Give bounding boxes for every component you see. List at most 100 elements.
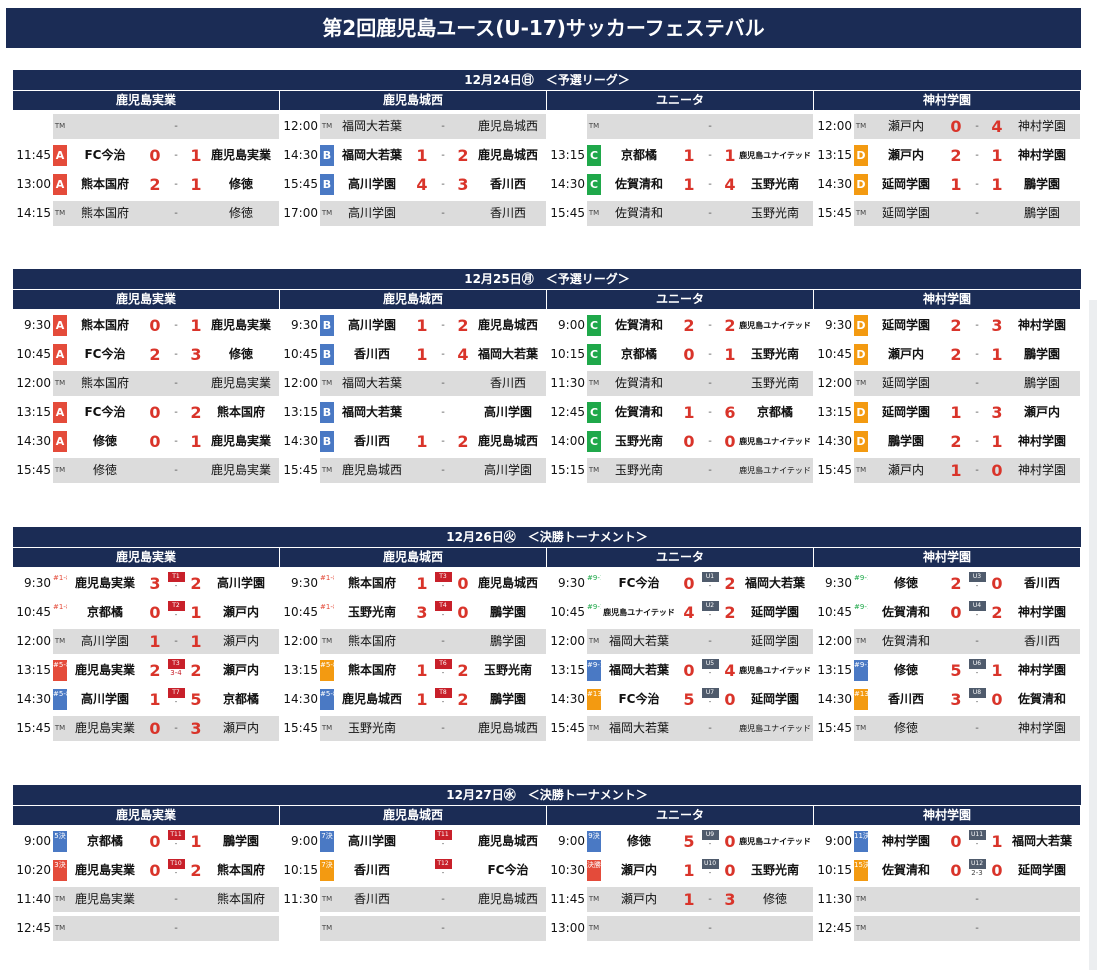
- match-row[interactable]: 13:15#9-12修徳51U6-神村学園: [814, 656, 1080, 685]
- match-row[interactable]: 14:30 D 鵬学園 2 1 - 神村学園: [814, 427, 1080, 456]
- match-row[interactable]: 10:45 B 香川西 1 4 - 福岡大若葉: [280, 340, 546, 369]
- match-row[interactable]: 10:45 A FC今治 2 3 - 修徳: [13, 340, 279, 369]
- pk-result: -: [174, 840, 178, 848]
- match-row[interactable]: 13:00 TM -: [547, 914, 813, 943]
- away-team: 熊本国府: [216, 863, 265, 877]
- match-row[interactable]: 12:00 TM 延岡学園 - 鵬学園: [814, 369, 1080, 398]
- match-row[interactable]: 12:45 TM -: [814, 914, 1080, 943]
- match-row[interactable]: 9:00 7決 高川学園 T11- 鹿児島城西: [280, 827, 546, 856]
- match-row[interactable]: 12:00 TM 福岡大若葉 - 鹿児島城西: [280, 112, 546, 141]
- away-team: 神村学園: [1017, 434, 1066, 448]
- match-row[interactable]: 15:45 TM 鹿児島実業 0 3 - 瀬戸内: [13, 714, 279, 743]
- round-badge: 9決: [587, 831, 601, 852]
- match-row[interactable]: 14:00 C 玉野光南 0 0 - 鹿児島ユナイテッド: [547, 427, 813, 456]
- match-row[interactable]: 13:00 A 熊本国府 2 1 - 修徳: [13, 170, 279, 199]
- match-row[interactable]: 12:45 TM -: [13, 914, 279, 943]
- home-team: 佐賀清和: [881, 605, 930, 619]
- match-row[interactable]: 13:15#5-8熊本国府12T6-玉野光南: [280, 656, 546, 685]
- match-row[interactable]: 9:30#1-8熊本国府10T3-鹿児島城西: [280, 569, 546, 598]
- match-row[interactable]: 11:40 TM 鹿児島実業 - 熊本国府: [13, 885, 279, 914]
- away-score: 4: [724, 661, 736, 680]
- match-time: 10:45: [283, 347, 318, 361]
- match-row[interactable]: 15:45 B 高川学園 4 3 - 香川西: [280, 170, 546, 199]
- match-row[interactable]: 13:15#9-12福岡大若葉04U5-鹿児島ユナイテッド: [547, 656, 813, 685]
- match-row[interactable]: 14:30#5-8鹿児島城西12T8-鵬学園: [280, 685, 546, 714]
- match-row[interactable]: 12:00 TM 熊本国府 - 鹿児島実業: [13, 369, 279, 398]
- match-row[interactable]: 14:30#13-16FC今治50U7-延岡学園: [547, 685, 813, 714]
- away-team: 延岡学園: [750, 692, 799, 706]
- group-badge: C: [587, 315, 601, 336]
- match-code-box: T11-: [432, 830, 454, 853]
- match-row[interactable]: 9:00 9決 修徳 5 0 U9- 鹿児島ユナイテッド: [547, 827, 813, 856]
- match-row[interactable]: 15:45 TM 玉野光南 - 鹿児島城西: [280, 714, 546, 743]
- scrollbar[interactable]: [1089, 300, 1097, 970]
- match-row[interactable]: 10:15 C 京都橘 0 1 - 玉野光南: [547, 340, 813, 369]
- match-row[interactable]: 15:45 TM 福岡大若葉 - 鹿児島ユナイテッド: [547, 714, 813, 743]
- away-team: 神村学園: [1017, 663, 1066, 677]
- match-row[interactable]: 11:45 TM 瀬戸内 1 3 - 修徳: [547, 885, 813, 914]
- round-badge: #9-16: [854, 602, 868, 623]
- match-row[interactable]: 15:45 TM 鹿児島城西 - 高川学園: [280, 456, 546, 485]
- match-row[interactable]: 10:15 7決 香川西 T12- FC今治: [280, 856, 546, 885]
- away-team: 鹿児島実業: [210, 463, 271, 477]
- match-row[interactable]: 10:20 3決 鹿児島実業 0 2 T10- 熊本国府: [13, 856, 279, 885]
- match-row[interactable]: TM -: [13, 112, 279, 141]
- match-row[interactable]: 13:15 B 福岡大若葉 - 高川学園: [280, 398, 546, 427]
- match-row[interactable]: 9:30 D 延岡学園 2 3 - 神村学園: [814, 311, 1080, 340]
- match-time: 11:30: [817, 892, 852, 906]
- match-row[interactable]: 10:15 15決 佐賀清和 0 0 U12 2-3 延岡学園: [814, 856, 1080, 885]
- match-row[interactable]: 14:15 TM 熊本国府 - 修徳: [13, 199, 279, 228]
- home-score: 0: [149, 146, 161, 165]
- match-row[interactable]: TM -: [547, 112, 813, 141]
- match-row[interactable]: 11:30 TM -: [814, 885, 1080, 914]
- match-row[interactable]: 14:30 B 香川西 1 2 - 鹿児島城西: [280, 427, 546, 456]
- match-row[interactable]: 9:30#1-8鹿児島実業32T1-高川学園: [13, 569, 279, 598]
- match-row[interactable]: 12:00 TM 熊本国府 - 鵬学園: [280, 627, 546, 656]
- match-row[interactable]: 14:30 A 修徳 0 1 - 鹿児島実業: [13, 427, 279, 456]
- match-row[interactable]: 9:00 C 佐賀清和 2 2 - 鹿児島ユナイテッド: [547, 311, 813, 340]
- match-row[interactable]: 10:45#9-16鹿児島ユナイテッド42U2-延岡学園: [547, 598, 813, 627]
- match-row[interactable]: 9:30#9-16修徳20U3-香川西: [814, 569, 1080, 598]
- match-row[interactable]: 15:45 TM 延岡学園 - 鵬学園: [814, 199, 1080, 228]
- match-row[interactable]: 15:45 TM 瀬戸内 1 0 - 神村学園: [814, 456, 1080, 485]
- match-row[interactable]: 10:30 決勝 瀬戸内 1 0 U10- 玉野光南: [547, 856, 813, 885]
- match-row[interactable]: 15:45 TM 修徳 - 鹿児島実業: [13, 456, 279, 485]
- match-row[interactable]: 11:45 A FC今治 0 1 - 鹿児島実業: [13, 141, 279, 170]
- home-score: 0: [683, 345, 695, 364]
- match-row[interactable]: 14:30#13-16香川西30U8-佐賀清和: [814, 685, 1080, 714]
- match-row[interactable]: 9:30 B 高川学園 1 2 - 鹿児島城西: [280, 311, 546, 340]
- match-row[interactable]: 9:30 A 熊本国府 0 1 - 鹿児島実業: [13, 311, 279, 340]
- match-row[interactable]: 10:45#1-8玉野光南30T4-鵬学園: [280, 598, 546, 627]
- match-row[interactable]: 14:30 D 延岡学園 1 1 - 鵬学園: [814, 170, 1080, 199]
- away-team: 修徳: [228, 347, 253, 361]
- match-row[interactable]: 12:00 TM 佐賀清和 - 香川西: [814, 627, 1080, 656]
- match-row[interactable]: 11:30 TM 佐賀清和 - 玉野光南: [547, 369, 813, 398]
- match-row[interactable]: 12:45 C 佐賀清和 1 6 - 京都橘: [547, 398, 813, 427]
- match-row[interactable]: 14:30#5-8高川学園15T7-京都橘: [13, 685, 279, 714]
- match-row[interactable]: 9:00 11決 神村学園 0 1 U11- 福岡大若葉: [814, 827, 1080, 856]
- match-row[interactable]: 15:15 TM 玉野光南 - 鹿児島ユナイテッド: [547, 456, 813, 485]
- match-row[interactable]: 12:00 TM 高川学園 1 1 - 瀬戸内: [13, 627, 279, 656]
- match-row[interactable]: 15:45 TM 修徳 - 神村学園: [814, 714, 1080, 743]
- match-row[interactable]: 14:30 C 佐賀清和 1 4 - 玉野光南: [547, 170, 813, 199]
- score-separator: -: [975, 465, 979, 476]
- match-row[interactable]: TM -: [280, 914, 546, 943]
- match-row[interactable]: 10:45#1-8京都橘01T2-瀬戸内: [13, 598, 279, 627]
- match-row[interactable]: 13:15 D 瀬戸内 2 1 - 神村学園: [814, 141, 1080, 170]
- match-row[interactable]: 13:15 C 京都橘 1 1 - 鹿児島ユナイテッド: [547, 141, 813, 170]
- match-row[interactable]: 11:30 TM 香川西 - 鹿児島城西: [280, 885, 546, 914]
- match-row[interactable]: 14:30 B 福岡大若葉 1 2 - 鹿児島城西: [280, 141, 546, 170]
- match-time: 13:15: [283, 663, 318, 677]
- match-row[interactable]: 12:00 TM 瀬戸内 0 4 - 神村学園: [814, 112, 1080, 141]
- match-row[interactable]: 12:00 TM 福岡大若葉 - 香川西: [280, 369, 546, 398]
- match-row[interactable]: 9:00 5決 京都橘 0 1 T11- 鵬学園: [13, 827, 279, 856]
- match-row[interactable]: 17:00 TM 高川学園 - 香川西: [280, 199, 546, 228]
- match-row[interactable]: 12:00 TM 福岡大若葉 - 延岡学園: [547, 627, 813, 656]
- match-row[interactable]: 9:30#9-16FC今治02U1-福岡大若葉: [547, 569, 813, 598]
- match-row[interactable]: 10:45#9-16佐賀清和02U4-神村学園: [814, 598, 1080, 627]
- match-row[interactable]: 13:15 A FC今治 0 2 - 熊本国府: [13, 398, 279, 427]
- match-row[interactable]: 13:15 D 延岡学園 1 3 - 瀬戸内: [814, 398, 1080, 427]
- match-row[interactable]: 15:45 TM 佐賀清和 - 玉野光南: [547, 199, 813, 228]
- match-row[interactable]: 10:45 D 瀬戸内 2 1 - 鵬学園: [814, 340, 1080, 369]
